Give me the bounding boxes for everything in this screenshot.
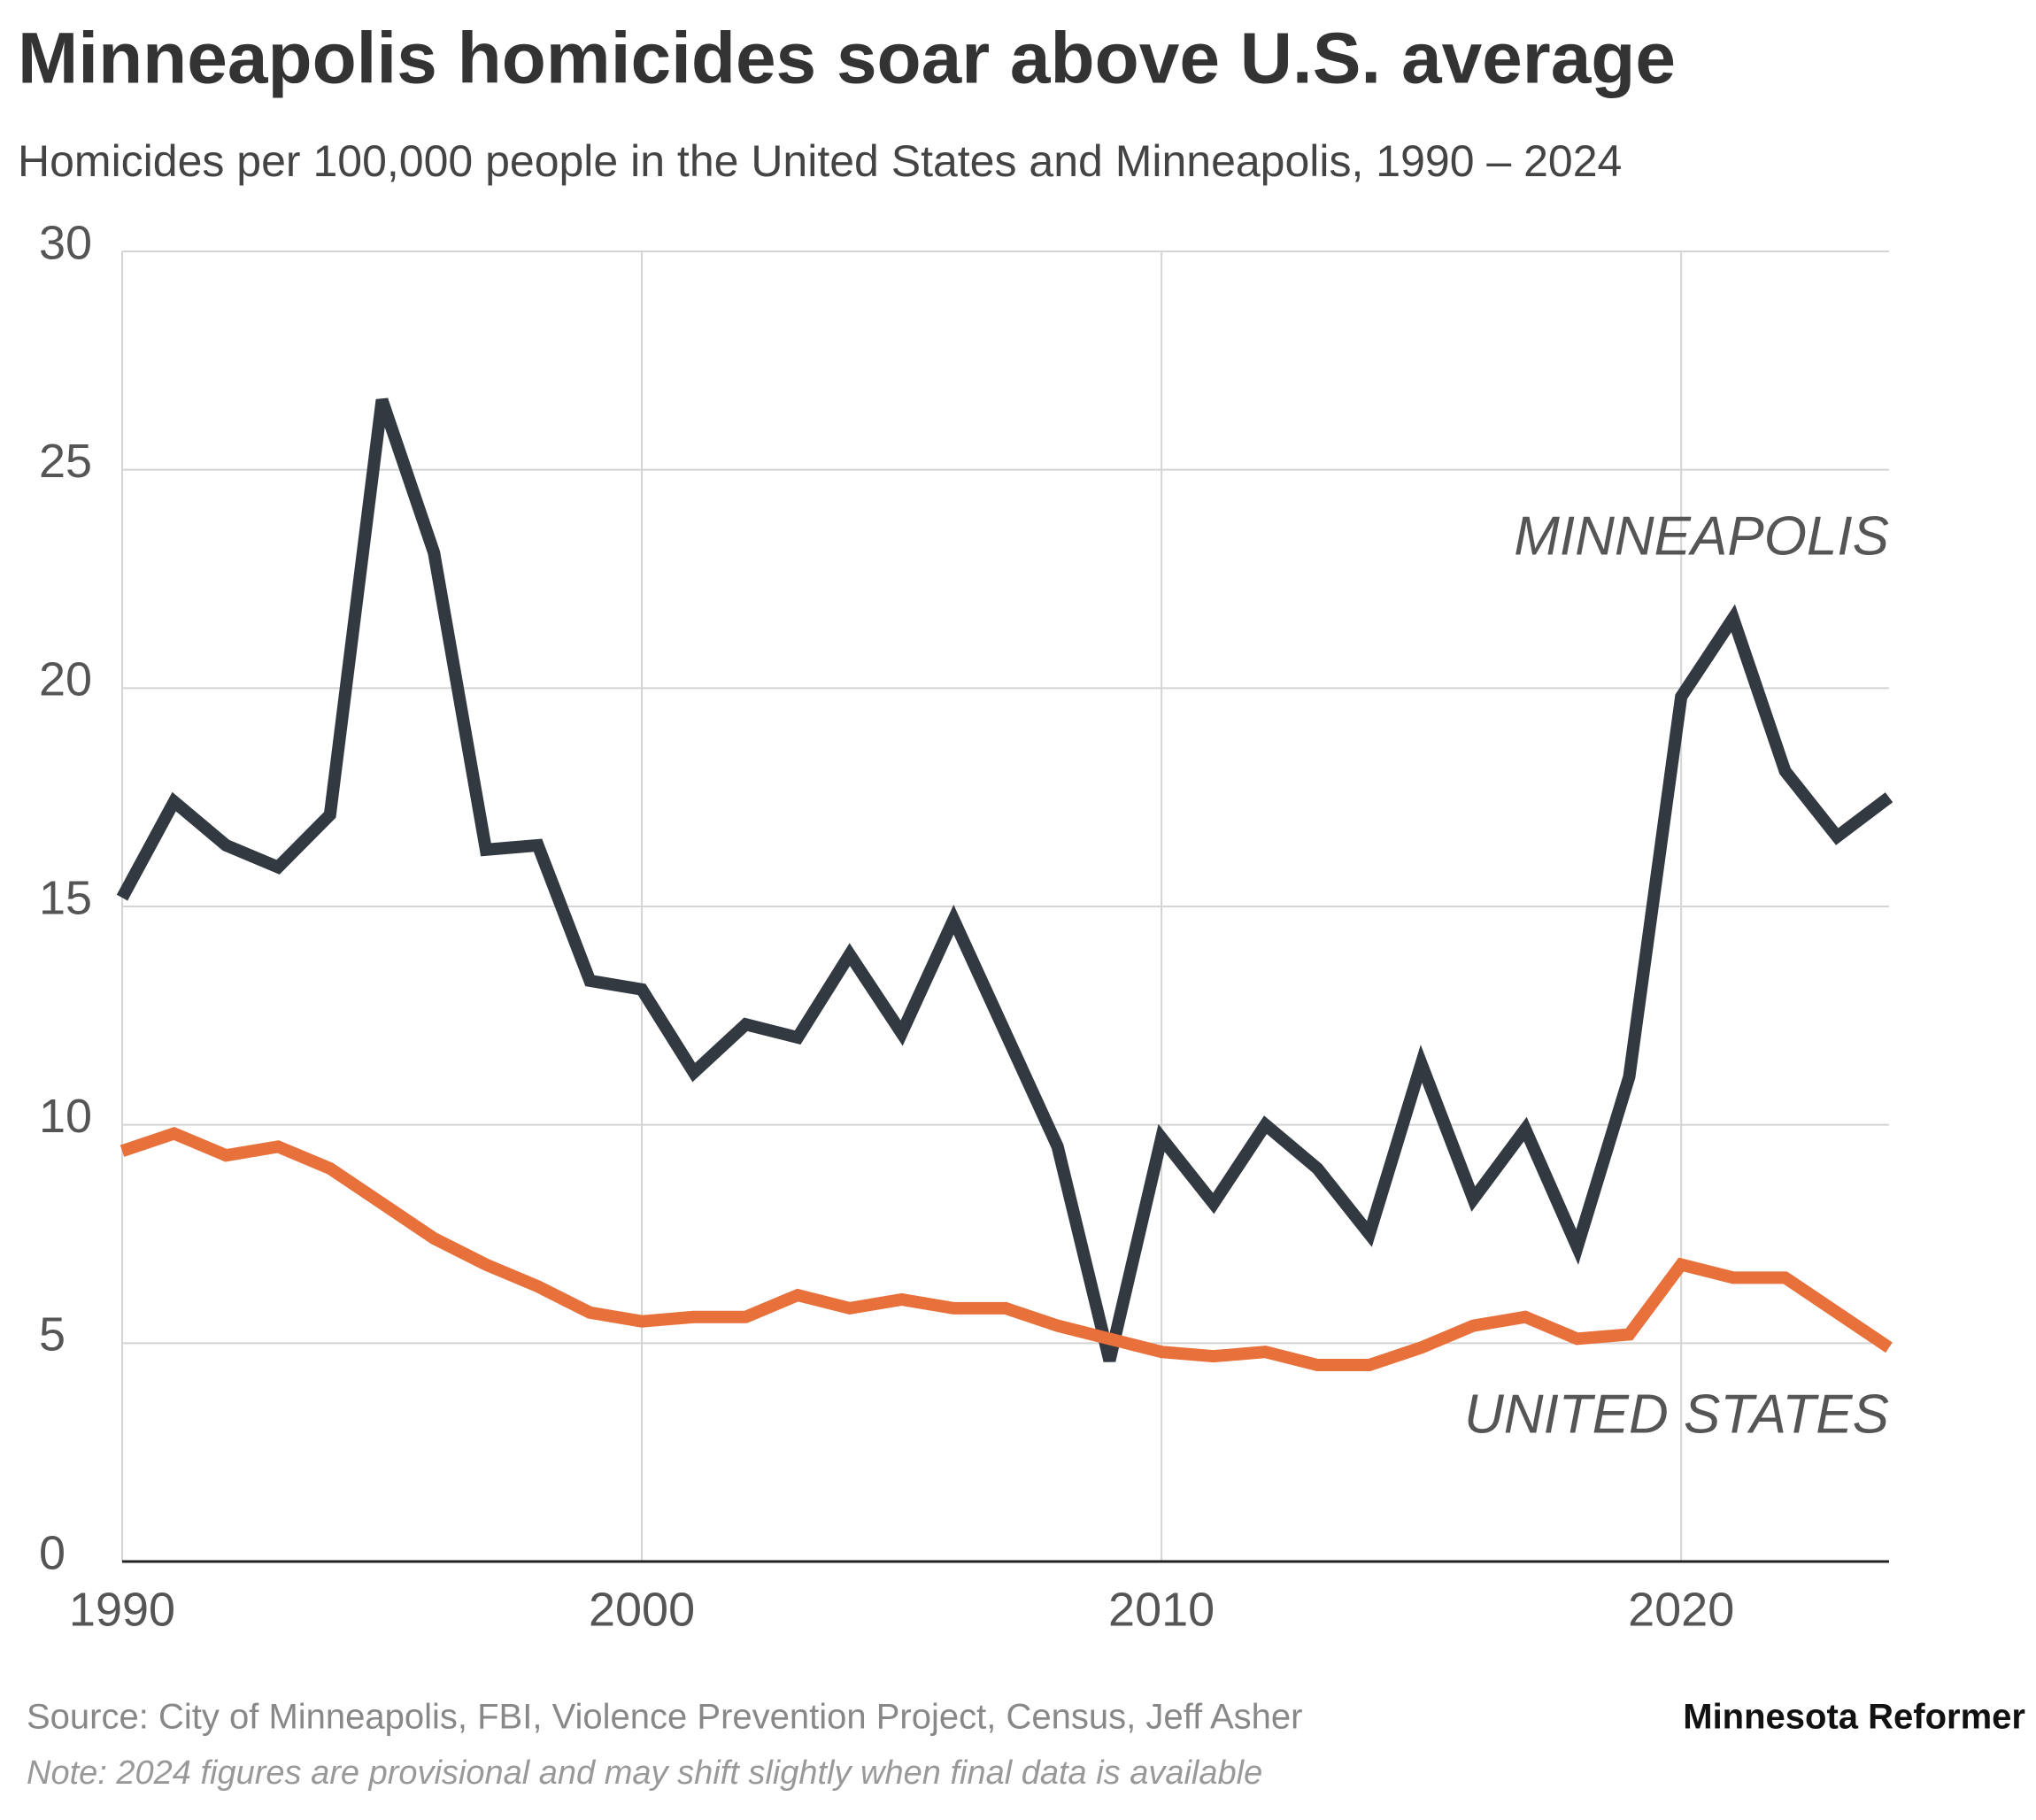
y-tick-label: 25: [39, 435, 92, 488]
x-tick-label: 1990: [69, 1583, 175, 1636]
note: Note: 2024 figures are provisional and m…: [27, 1754, 1262, 1792]
y-tick-label: 5: [39, 1308, 66, 1361]
source: Source: City of Minneapolis, FBI, Violen…: [27, 1698, 1302, 1737]
series-label: MINNEAPOLIS: [1514, 505, 1889, 567]
series-label: UNITED STATES: [1464, 1384, 1889, 1445]
y-tick-label: 15: [39, 871, 92, 924]
chart-subtitle: Homicides per 100,000 people in the Unit…: [18, 136, 1622, 186]
y-tick-label: 30: [39, 216, 92, 269]
x-tick-label: 2010: [1108, 1583, 1215, 1636]
series-line: [120, 1127, 1893, 1371]
y-tick-label: 20: [39, 653, 92, 706]
y-tick-label: 10: [39, 1090, 92, 1143]
x-tick-label: 2020: [1628, 1583, 1734, 1636]
brand: Minnesota Reformer: [1683, 1698, 2025, 1737]
chart-title: Minneapolis homicides soar above U.S. av…: [18, 19, 1676, 99]
x-tick-label: 2000: [589, 1583, 695, 1636]
series-line: [116, 397, 1893, 1362]
y-tick-label: 0: [39, 1526, 66, 1579]
